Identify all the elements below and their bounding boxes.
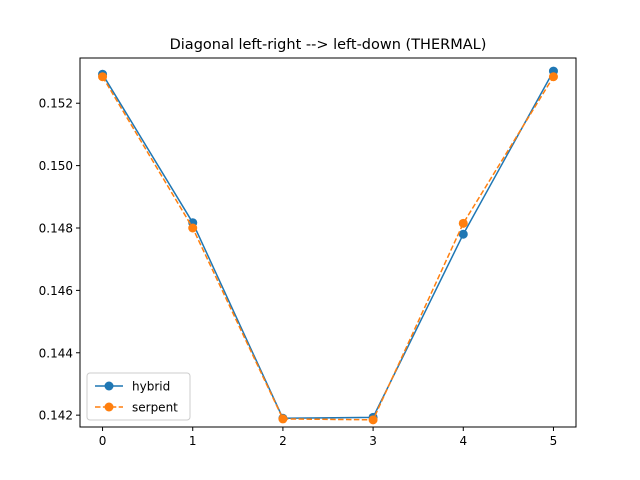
y-tick-label: 0.152 [39,97,73,111]
data-point-serpent [368,415,378,425]
x-axis: 0 1 2 3 4 5 [99,427,558,448]
y-tick-label: 0.144 [39,346,73,360]
data-point-serpent [278,414,288,424]
x-tick-label: 0 [99,434,107,448]
y-tick-label: 0.142 [39,409,73,423]
y-axis: 0.142 0.144 0.146 0.148 0.150 0.152 [39,97,80,423]
y-tick-label: 0.146 [39,284,73,298]
axes-frame [79,57,577,428]
data-point-hybrid [458,229,468,239]
legend: hybrid serpent [86,372,191,421]
data-point-serpent [188,223,198,233]
series-line-serpent [101,76,555,421]
chart-title: Diagonal left-right --> left-down (THERM… [170,37,487,53]
data-point-serpent [98,72,108,82]
y-tick-label: 0.148 [39,221,73,235]
y-tick-label: 0.150 [39,159,73,173]
data-point-serpent [458,218,468,228]
series-line-hybrid [101,70,555,420]
legend-label: serpent [132,401,178,415]
legend-label: hybrid [132,380,170,394]
legend-marker-hybrid [104,381,114,391]
x-tick-label: 2 [279,434,287,448]
legend-marker-serpent [104,402,114,412]
plot-series [98,66,558,425]
data-point-serpent [548,72,558,82]
x-tick-label: 4 [459,434,467,448]
x-tick-label: 3 [369,434,377,448]
x-tick-label: 5 [550,434,558,448]
x-tick-label: 1 [189,434,197,448]
